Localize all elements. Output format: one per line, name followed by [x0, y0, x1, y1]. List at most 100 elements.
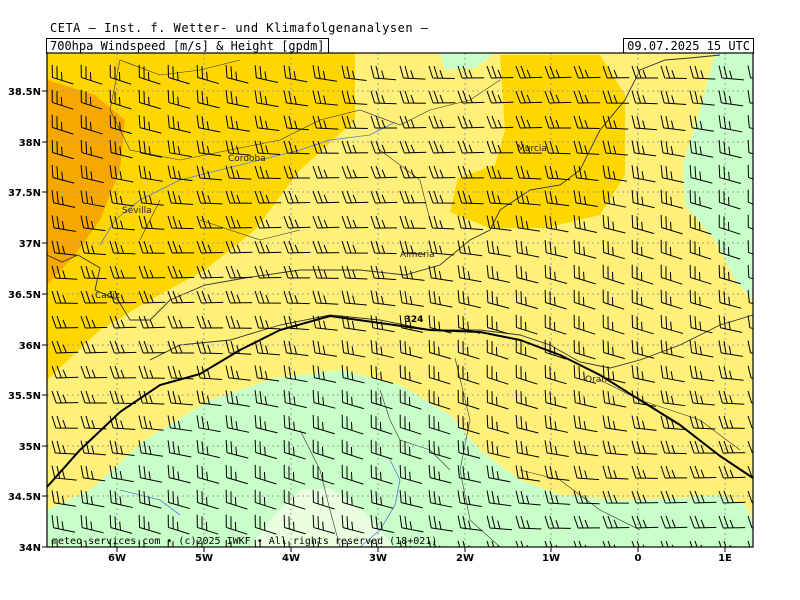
wind-barb [254, 439, 277, 460]
wind-barb [486, 140, 514, 154]
wind-barb [573, 239, 597, 259]
wind-barb [689, 314, 713, 334]
wind-barb [399, 215, 426, 229]
lon-label: 6W [108, 553, 126, 564]
wind-barb [196, 390, 222, 407]
wind-barb [109, 415, 136, 430]
wind-barb [341, 190, 369, 204]
wind-barb [399, 190, 427, 204]
wind-barb [80, 415, 107, 430]
wind-barb [689, 365, 715, 382]
wind-barb [138, 64, 161, 85]
wind-barb [515, 264, 539, 284]
wind-barb [138, 190, 164, 206]
wind-barb [109, 340, 137, 354]
wind-barb [573, 115, 600, 129]
wind-barb [51, 164, 75, 184]
wind-barb [660, 140, 685, 158]
wind-barb [225, 415, 250, 433]
wind-barb [544, 440, 569, 457]
wind-barb [225, 115, 250, 132]
wind-barb [196, 64, 220, 85]
lat-label: 34.5N [8, 492, 41, 503]
wind-barb [399, 65, 426, 80]
wind-barb [341, 240, 368, 254]
wind-barb [428, 439, 451, 460]
wind-barb [457, 515, 483, 531]
wind-barb [225, 315, 252, 329]
wind-barb [254, 464, 277, 485]
wind-barb [312, 414, 335, 435]
wind-barb [660, 264, 683, 285]
wind-barb [399, 240, 426, 255]
wind-barb [196, 415, 221, 433]
wind-barb [196, 340, 223, 355]
wind-barb [370, 364, 394, 384]
wind-barb [109, 240, 136, 255]
wind-barb [312, 290, 339, 305]
wind-barb [138, 265, 166, 279]
wind-barb [689, 490, 717, 504]
wind-barb [602, 515, 630, 529]
wind-barb [660, 440, 687, 455]
city-label: Murcia [517, 144, 547, 154]
wind-barb [312, 240, 340, 254]
wind-barb [689, 214, 712, 235]
wind-barb [631, 190, 655, 209]
wind-barb [747, 264, 753, 284]
wind-barb [283, 390, 307, 409]
wind-barb [660, 90, 687, 105]
wind-barb [457, 65, 485, 79]
wind-barb [167, 489, 191, 510]
wind-barb [515, 314, 538, 335]
wind-barb [747, 139, 753, 159]
wind-barb [312, 190, 340, 204]
wind-barb [602, 115, 629, 130]
wind-barb [631, 65, 659, 79]
wind-barb [718, 115, 743, 133]
wind-barb [341, 140, 369, 154]
wind-barb [573, 339, 596, 360]
wind-barb [370, 389, 393, 410]
wind-barb [254, 240, 282, 254]
wind-barb [457, 265, 482, 283]
wind-barb [457, 465, 481, 483]
wind-barb [544, 415, 569, 433]
wind-barb [428, 364, 451, 385]
wind-barb [341, 290, 367, 306]
wind-barb [718, 264, 741, 285]
wind-barb [573, 515, 601, 529]
wind-barb [718, 90, 744, 107]
wind-barb [167, 539, 190, 547]
wind-barb [747, 214, 753, 235]
wind-barb [51, 365, 79, 379]
wind-barb [138, 440, 163, 457]
wind-barb [283, 115, 309, 131]
wind-barb [515, 190, 541, 206]
wind-barb [602, 214, 626, 234]
wind-barb [718, 490, 746, 504]
wind-barb [747, 189, 753, 210]
wind-barb [631, 90, 658, 105]
wind-barb [225, 539, 248, 547]
wind-barb [660, 340, 684, 359]
wind-barb [544, 289, 567, 310]
wind-barb [486, 165, 513, 179]
wind-barb [515, 289, 538, 310]
wind-barb [457, 215, 484, 231]
wind-barb [457, 140, 485, 154]
wind-barb [196, 90, 220, 109]
wind-barb [254, 190, 282, 204]
wind-barb [515, 389, 538, 410]
wind-barb [283, 464, 306, 485]
wind-barb [283, 489, 306, 510]
wind-barb [80, 265, 107, 280]
wind-barb [254, 539, 277, 547]
wind-barb [747, 390, 753, 405]
lon-label: 1E [718, 553, 732, 564]
wind-barb [457, 364, 480, 385]
wind-barb [254, 140, 281, 155]
wind-barb [51, 139, 74, 160]
wind-barb [109, 440, 135, 457]
wind-barb [602, 490, 629, 504]
